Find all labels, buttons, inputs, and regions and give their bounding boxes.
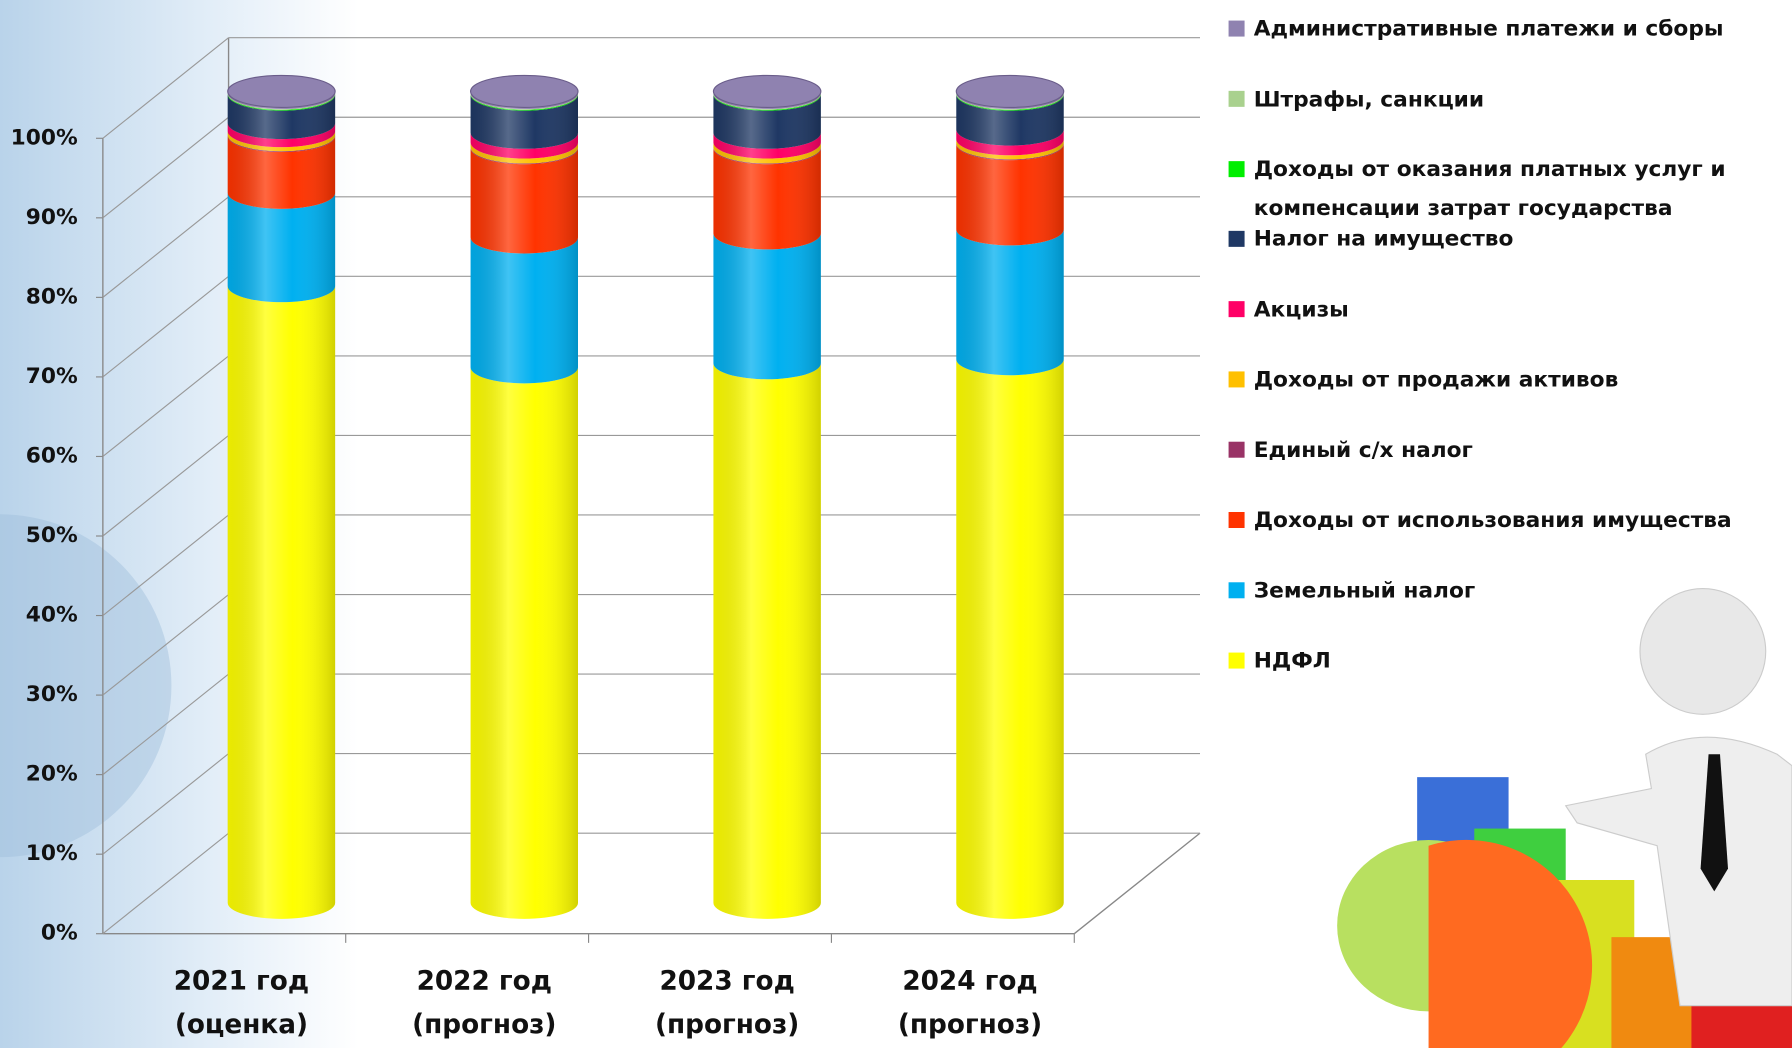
legend-swatch [1228, 652, 1245, 669]
legend-label: Доходы от использования имущества [1253, 507, 1732, 533]
floor-edge [1073, 832, 1201, 935]
legend-swatch [1228, 371, 1245, 388]
y-tick-label: 20% [26, 762, 78, 787]
legend-swatch [1228, 90, 1245, 107]
legend-label-box: Земельный налог [1253, 577, 1476, 603]
x-tick-label: 2024 год (прогноз) [897, 966, 1043, 1040]
shading [470, 91, 578, 919]
x-tick-label-box: 2022 год (прогноз) [412, 966, 557, 1040]
person-head [1639, 588, 1767, 715]
y-tick-label: 50% [26, 523, 78, 548]
x-tick-label: 2021 год (оценка) [173, 966, 310, 1040]
deco-pie [1371, 839, 1593, 1048]
x-tick-label-box: 2023 год (прогноз) [654, 966, 800, 1040]
legend-label: Налог на имущество [1253, 226, 1514, 252]
y-tick-label: 0% [41, 921, 78, 946]
category-labels: 2021 год (оценка) 2022 год (прогноз) 2023 … [173, 966, 1043, 1040]
y-tick-label: 80% [26, 284, 78, 309]
bar-top-cap [712, 74, 822, 108]
shading [227, 91, 336, 919]
person-illustration [1337, 588, 1792, 1048]
y-tick-label: 40% [26, 603, 78, 628]
bar-top-cap [469, 74, 579, 108]
legend-label: Акцизы [1253, 296, 1349, 322]
legend-swatch [1228, 230, 1245, 247]
grid-line [102, 514, 229, 616]
y-tick-label: 70% [26, 364, 78, 389]
x-tick-label-box: 2024 год (прогноз) [897, 966, 1043, 1040]
legend-label: НДФЛ [1253, 648, 1331, 674]
legend-label-box: Штрафы, санкции [1253, 86, 1485, 112]
legend-label: Земельный налог [1253, 577, 1476, 603]
grid-line [102, 355, 229, 457]
bars [227, 74, 1065, 919]
x-tick-label-box: 2021 год (оценка) [173, 966, 310, 1040]
legend-swatch [1228, 161, 1245, 178]
y-tick-label: 100% [11, 125, 78, 150]
legend: Административные платежи и сборы Штрафы, … [1228, 16, 1732, 674]
legend-label-box: Доходы от оказания платных услуг и компе… [1253, 156, 1726, 221]
legend-swatch [1228, 301, 1245, 318]
grid-line [102, 275, 229, 378]
person-tie [1700, 754, 1728, 892]
x-tick-label: 2023 год (прогноз) [654, 966, 800, 1040]
y-tick-label: 90% [26, 205, 78, 230]
y-tick-label: 30% [26, 682, 78, 707]
legend-label-box: Административные платежи и сборы [1253, 16, 1724, 42]
legend-label-box: Доходы от продажи активов [1253, 366, 1619, 392]
legend-label: Штрафы, санкции [1253, 86, 1485, 112]
bar-top-cap [227, 74, 336, 108]
person-body [1564, 736, 1792, 1007]
legend-label-box: Акцизы [1253, 296, 1349, 322]
legend-swatch [1228, 512, 1245, 528]
legend-label: Доходы от оказания платных услуг и компе… [1253, 156, 1726, 221]
legend-label-box: Единый с/х налог [1253, 437, 1473, 463]
legend-label-box: Налог на имущество [1253, 226, 1514, 252]
legend-label-box: Доходы от использования имущества [1253, 507, 1732, 533]
grid-line [102, 673, 229, 776]
legend-label: Единый с/х налог [1253, 437, 1473, 463]
grid-line [102, 37, 229, 139]
grid-line [102, 196, 229, 298]
y-tick-label: 60% [26, 443, 78, 468]
shading [956, 91, 1064, 919]
legend-swatch [1228, 441, 1245, 458]
deco-bar [1691, 1000, 1792, 1048]
grid-line [102, 594, 229, 696]
grid-line [102, 832, 229, 935]
x-tick-label: 2022 год (прогноз) [412, 966, 557, 1040]
legend-label-box: НДФЛ [1253, 648, 1331, 674]
grid-line [102, 434, 229, 537]
bar-top-cap [955, 74, 1065, 108]
globe-decoration [0, 514, 172, 858]
y-tick-label: 10% [26, 841, 78, 866]
legend-swatch [1228, 20, 1245, 37]
legend-swatch [1228, 582, 1245, 599]
shading [713, 91, 821, 919]
grid-line [102, 753, 229, 855]
legend-label: Доходы от продажи активов [1253, 366, 1619, 392]
grid-line [102, 116, 229, 219]
legend-label: Административные платежи и сборы [1253, 16, 1724, 42]
